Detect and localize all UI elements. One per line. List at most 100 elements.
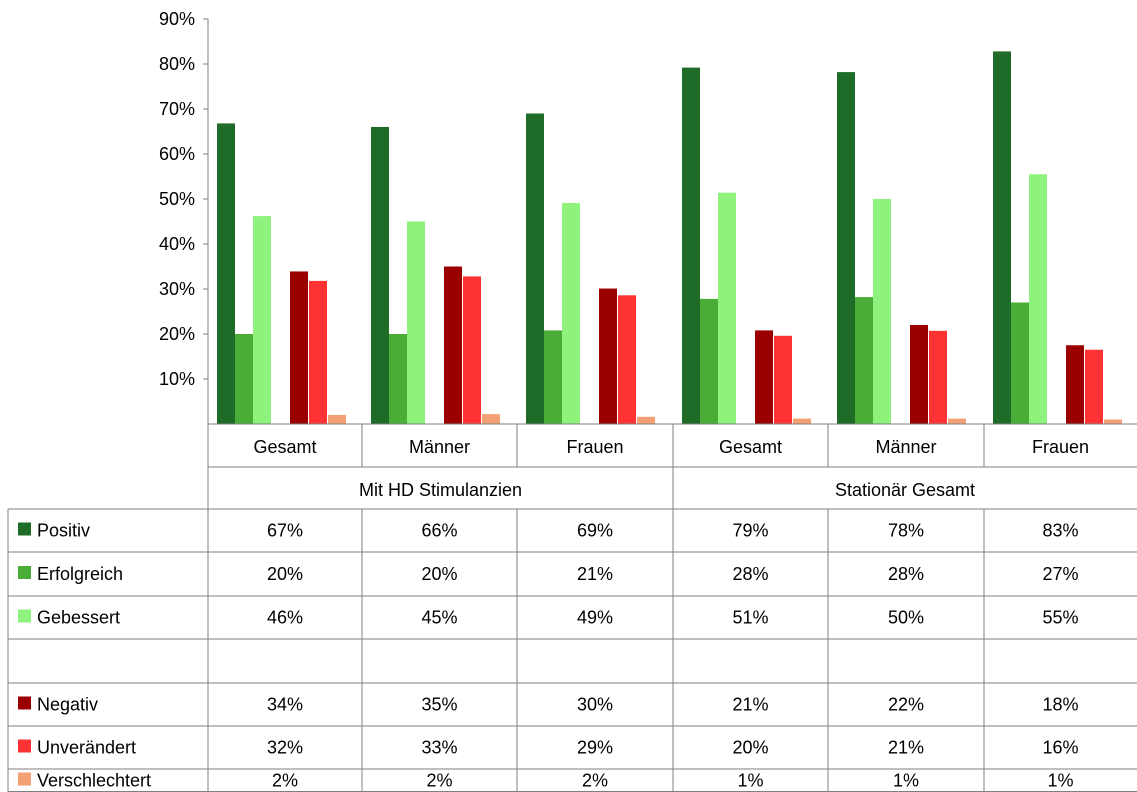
bar-unverändert [1085, 349, 1103, 424]
category-label: Gesamt [719, 437, 782, 457]
data-label: 35% [421, 695, 457, 715]
data-label: 2% [426, 771, 452, 791]
y-tick-label: 50% [159, 189, 195, 209]
y-tick-label: 80% [159, 54, 195, 74]
legend-label: Gebessert [37, 608, 120, 628]
y-tick-label: 30% [159, 279, 195, 299]
bar-gebessert [407, 221, 425, 424]
data-label: 27% [1042, 564, 1078, 584]
bar-negativ [910, 325, 928, 424]
bar-gebessert [562, 203, 580, 424]
data-label: 28% [732, 564, 768, 584]
data-label: 16% [1042, 738, 1078, 758]
data-label: 79% [732, 521, 768, 541]
data-label: 78% [888, 521, 924, 541]
legend-key-positiv [18, 522, 31, 536]
bar-unverändert [618, 295, 636, 424]
category-label: Männer [409, 437, 470, 457]
bar-verschlechtert [482, 414, 500, 424]
data-label: 50% [888, 608, 924, 628]
data-label: 21% [732, 695, 768, 715]
bar-erfolgreich [235, 334, 253, 424]
bar-positiv [526, 113, 544, 424]
bar-erfolgreich [1011, 302, 1029, 424]
bar-erfolgreich [544, 330, 562, 424]
group-label: Mit HD Stimulanzien [359, 480, 522, 500]
bar-positiv [993, 51, 1011, 425]
bar-gebessert [253, 216, 271, 424]
bar-gebessert [1029, 174, 1047, 424]
bar-erfolgreich [700, 298, 718, 424]
data-label: 20% [421, 564, 457, 584]
category-label: Gesamt [253, 437, 316, 457]
bar-gebessert [873, 199, 891, 424]
data-label: 21% [577, 564, 613, 584]
legend-key-gebessert [18, 609, 31, 623]
bar-verschlechtert [637, 416, 655, 424]
category-label: Frauen [1032, 437, 1089, 457]
bar-verschlechtert [793, 418, 811, 424]
bar-unverändert [463, 276, 481, 424]
data-label: 34% [267, 695, 303, 715]
bar-positiv [682, 67, 700, 424]
bar-verschlechtert [328, 415, 346, 424]
bar-positiv [371, 127, 389, 424]
data-label: 30% [577, 695, 613, 715]
data-label: 45% [421, 608, 457, 628]
bar-verschlechtert [948, 418, 966, 424]
bar-negativ [1066, 345, 1084, 424]
bar-unverändert [774, 335, 792, 424]
data-label: 66% [421, 521, 457, 541]
bar-unverändert [929, 330, 947, 424]
bar-negativ [290, 271, 308, 424]
y-tick-label: 20% [159, 324, 195, 344]
data-label: 32% [267, 738, 303, 758]
data-label: 69% [577, 521, 613, 541]
data-label: 49% [577, 608, 613, 628]
data-label: 2% [582, 771, 608, 791]
legend-key-unverändert [18, 739, 31, 753]
legend-key-erfolgreich [18, 566, 31, 579]
data-label: 18% [1042, 695, 1078, 715]
y-tick-label: 10% [159, 369, 195, 389]
bar-unverändert [309, 280, 327, 424]
bar-verschlechtert [1104, 419, 1122, 424]
data-label: 55% [1042, 608, 1078, 628]
bar-gebessert [718, 192, 736, 424]
bar-negativ [444, 266, 462, 424]
legend-key-negativ [18, 696, 31, 710]
data-label: 1% [737, 771, 763, 791]
data-label: 29% [577, 738, 613, 758]
data-label: 1% [1047, 771, 1073, 791]
legend-label: Negativ [37, 695, 98, 715]
bar-positiv [217, 123, 235, 425]
legend-label: Erfolgreich [37, 564, 123, 584]
y-tick-label: 60% [159, 144, 195, 164]
group-label: Stationär Gesamt [835, 480, 975, 500]
legend-label: Positiv [37, 521, 90, 541]
data-label: 28% [888, 564, 924, 584]
legend-key-verschlechtert [18, 772, 31, 786]
data-label: 2% [272, 771, 298, 791]
data-label: 20% [267, 564, 303, 584]
data-label: 51% [732, 608, 768, 628]
bar-negativ [599, 288, 617, 424]
bar-erfolgreich [855, 297, 873, 424]
data-label: 83% [1042, 521, 1078, 541]
data-label: 46% [267, 608, 303, 628]
bar-positiv [837, 72, 855, 424]
data-label: 21% [888, 738, 924, 758]
category-label: Frauen [566, 437, 623, 457]
bar-erfolgreich [389, 334, 407, 424]
data-label: 22% [888, 695, 924, 715]
category-label: Männer [875, 437, 936, 457]
legend-label: Verschlechtert [37, 771, 151, 791]
bar-negativ [755, 330, 773, 424]
data-label: 33% [421, 738, 457, 758]
legend-label: Unverändert [37, 738, 136, 758]
data-label: 67% [267, 521, 303, 541]
y-tick-label: 70% [159, 99, 195, 119]
y-tick-label: 40% [159, 234, 195, 254]
data-label: 1% [893, 771, 919, 791]
